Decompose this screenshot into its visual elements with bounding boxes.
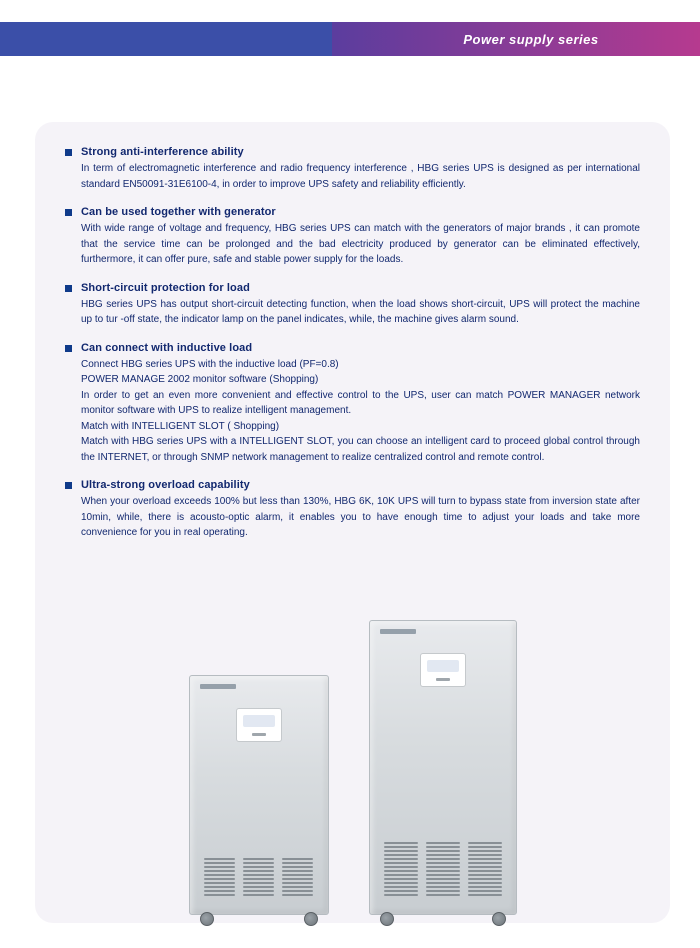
feature-title: Short-circuit protection for load (81, 282, 250, 294)
feature-item: Short-circuit protection for load HBG ser… (65, 282, 640, 328)
caster-icon (492, 912, 506, 926)
header-left-block (0, 22, 332, 56)
feature-item: Can connect with inductive load Connect H… (65, 342, 640, 466)
bullet-icon (65, 209, 72, 216)
header-title-block: Power supply series (332, 22, 700, 56)
ups-display-panel (420, 653, 466, 687)
feature-item: Can be used together with generator With … (65, 206, 640, 268)
header-bar: Power supply series (0, 22, 700, 56)
ups-brand-label (200, 684, 236, 689)
ups-display-panel (236, 708, 282, 742)
feature-body: With wide range of voltage and frequency… (81, 221, 640, 268)
feature-title: Strong anti-interference ability (81, 146, 244, 158)
feature-body: Connect HBG series UPS with the inductiv… (81, 357, 640, 466)
feature-body: In term of electromagnetic interference … (81, 161, 640, 192)
feature-title-row: Can connect with inductive load (65, 342, 640, 354)
bullet-icon (65, 482, 72, 489)
bullet-icon (65, 345, 72, 352)
ups-casters (370, 912, 516, 926)
feature-title-row: Can be used together with generator (65, 206, 640, 218)
feature-title: Can connect with inductive load (81, 342, 252, 354)
feature-title: Can be used together with generator (81, 206, 276, 218)
ups-casters (190, 912, 328, 926)
caster-icon (200, 912, 214, 926)
features-list: Strong anti-interference ability In term … (65, 146, 640, 541)
feature-title-row: Ultra-strong overload capability (65, 479, 640, 491)
feature-item: Strong anti-interference ability In term … (65, 146, 640, 192)
header-title: Power supply series (463, 32, 598, 47)
feature-title-row: Short-circuit protection for load (65, 282, 640, 294)
ups-vents (384, 842, 502, 896)
bullet-icon (65, 149, 72, 156)
feature-body: When your overload exceeds 100% but less… (81, 494, 640, 541)
caster-icon (380, 912, 394, 926)
feature-title: Ultra-strong overload capability (81, 479, 250, 491)
feature-body: HBG series UPS has output short-circuit … (81, 297, 640, 328)
bullet-icon (65, 285, 72, 292)
ups-unit-small (189, 675, 329, 915)
caster-icon (304, 912, 318, 926)
feature-item: Ultra-strong overload capability When you… (65, 479, 640, 541)
ups-unit-large (369, 620, 517, 915)
product-images (35, 583, 670, 923)
content-panel: Strong anti-interference ability In term … (35, 122, 670, 923)
feature-title-row: Strong anti-interference ability (65, 146, 640, 158)
ups-brand-label (380, 629, 416, 634)
ups-vents (204, 858, 314, 896)
